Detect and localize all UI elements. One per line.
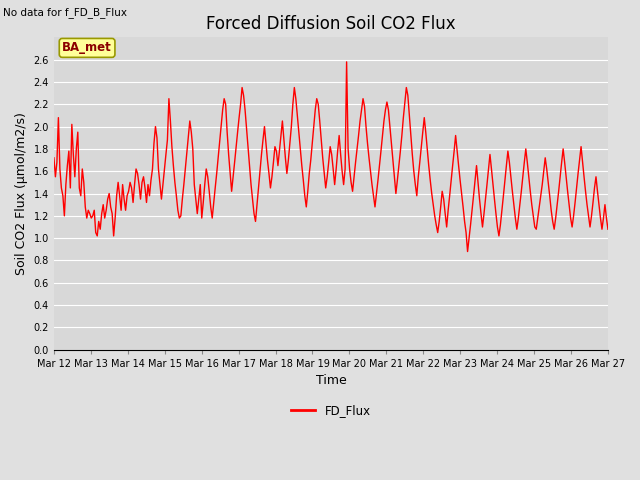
X-axis label: Time: Time (316, 374, 346, 387)
Legend: FD_Flux: FD_Flux (287, 399, 375, 422)
Y-axis label: Soil CO2 Flux (µmol/m2/s): Soil CO2 Flux (µmol/m2/s) (15, 112, 28, 275)
Title: Forced Diffusion Soil CO2 Flux: Forced Diffusion Soil CO2 Flux (206, 15, 456, 33)
Text: No data for f_FD_B_Flux: No data for f_FD_B_Flux (3, 7, 127, 18)
Text: BA_met: BA_met (62, 41, 112, 54)
